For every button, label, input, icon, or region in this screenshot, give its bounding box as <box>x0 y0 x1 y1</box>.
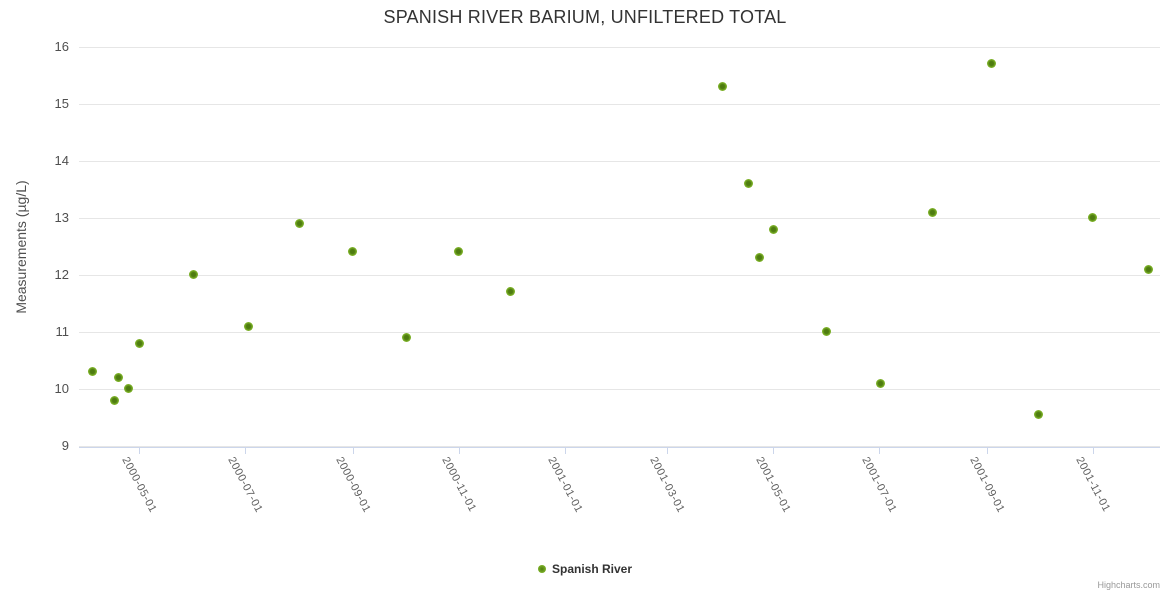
data-point[interactable] <box>1143 264 1153 274</box>
data-point[interactable] <box>768 224 778 234</box>
data-point[interactable] <box>113 373 123 382</box>
y-gridline <box>79 217 1160 219</box>
data-point[interactable] <box>244 321 254 331</box>
x-axis-tick <box>458 448 460 454</box>
x-axis-tick <box>139 448 141 454</box>
data-point[interactable] <box>987 59 997 69</box>
y-gridline <box>79 274 1160 276</box>
y-gridline <box>79 446 1160 447</box>
x-axis-tick-label: 2001-11-01 <box>1073 455 1113 515</box>
x-axis-tick-label: 2001-09-01 <box>967 455 1007 515</box>
data-point[interactable] <box>744 178 754 188</box>
y-axis-tick-label: 15 <box>54 95 69 111</box>
x-axis-tick <box>986 448 988 454</box>
x-axis-line <box>79 447 1160 448</box>
chart-title: SPANISH RIVER BARIUM, UNFILTERED TOTAL <box>383 7 787 27</box>
data-point[interactable] <box>754 253 764 263</box>
x-axis-tick-label: 2001-07-01 <box>859 455 899 515</box>
y-axis-title: Measurements (µg/L) <box>13 180 29 314</box>
x-axis-tick-label: 2000-05-01 <box>119 455 160 515</box>
x-axis-tick-label: 2001-03-01 <box>647 455 687 515</box>
y-gridline <box>79 331 1160 333</box>
data-point[interactable] <box>110 395 120 405</box>
data-point[interactable] <box>294 218 304 228</box>
data-point[interactable] <box>928 207 938 217</box>
data-point[interactable] <box>188 270 198 280</box>
x-axis-tick-label: 2000-09-01 <box>333 455 373 515</box>
data-point[interactable] <box>454 247 464 257</box>
highcharts-credits-link[interactable]: Highcharts.com <box>1097 580 1160 590</box>
x-axis-tick <box>667 448 669 454</box>
x-axis-tick <box>564 448 566 454</box>
y-axis-tick-label: 13 <box>54 209 69 225</box>
y-axis-tick-label: 16 <box>54 38 69 54</box>
y-axis-tick-label: 10 <box>54 380 69 396</box>
legend-series-label: Spanish River <box>551 562 633 576</box>
y-gridline <box>79 103 1160 105</box>
data-point[interactable] <box>718 81 728 91</box>
data-point[interactable] <box>124 384 134 394</box>
y-gridline <box>79 388 1160 390</box>
data-point[interactable] <box>506 287 516 297</box>
data-point[interactable] <box>1088 213 1098 223</box>
x-axis-tick <box>245 448 247 454</box>
x-axis-tick-label: 2000-07-01 <box>225 455 265 515</box>
x-axis-tick <box>352 448 354 454</box>
x-axis-tick <box>879 448 881 454</box>
data-point[interactable] <box>402 333 412 343</box>
data-point[interactable] <box>134 338 144 348</box>
y-axis-tick-label: 11 <box>55 323 70 339</box>
data-point[interactable] <box>348 247 358 257</box>
x-axis-tick-label: 2001-05-01 <box>753 455 793 515</box>
legend-item-spanish-river[interactable]: Spanish River <box>0 562 1170 576</box>
data-point[interactable] <box>876 378 886 388</box>
legend-marker-icon <box>537 565 546 573</box>
y-axis-tick-label: 14 <box>54 152 69 168</box>
data-point[interactable] <box>822 327 832 337</box>
data-point[interactable] <box>87 367 97 377</box>
y-axis-tick-label: 12 <box>54 266 69 282</box>
x-axis-tick-label: 2000-11-01 <box>439 455 479 515</box>
x-axis-tick <box>773 448 775 454</box>
y-gridline <box>79 46 1160 48</box>
y-axis-tick-label: 9 <box>61 438 69 453</box>
y-gridline <box>79 160 1160 162</box>
data-point[interactable] <box>1034 410 1044 420</box>
x-axis-tick-label: 2001-01-01 <box>545 455 585 515</box>
x-axis-tick <box>1092 448 1094 454</box>
